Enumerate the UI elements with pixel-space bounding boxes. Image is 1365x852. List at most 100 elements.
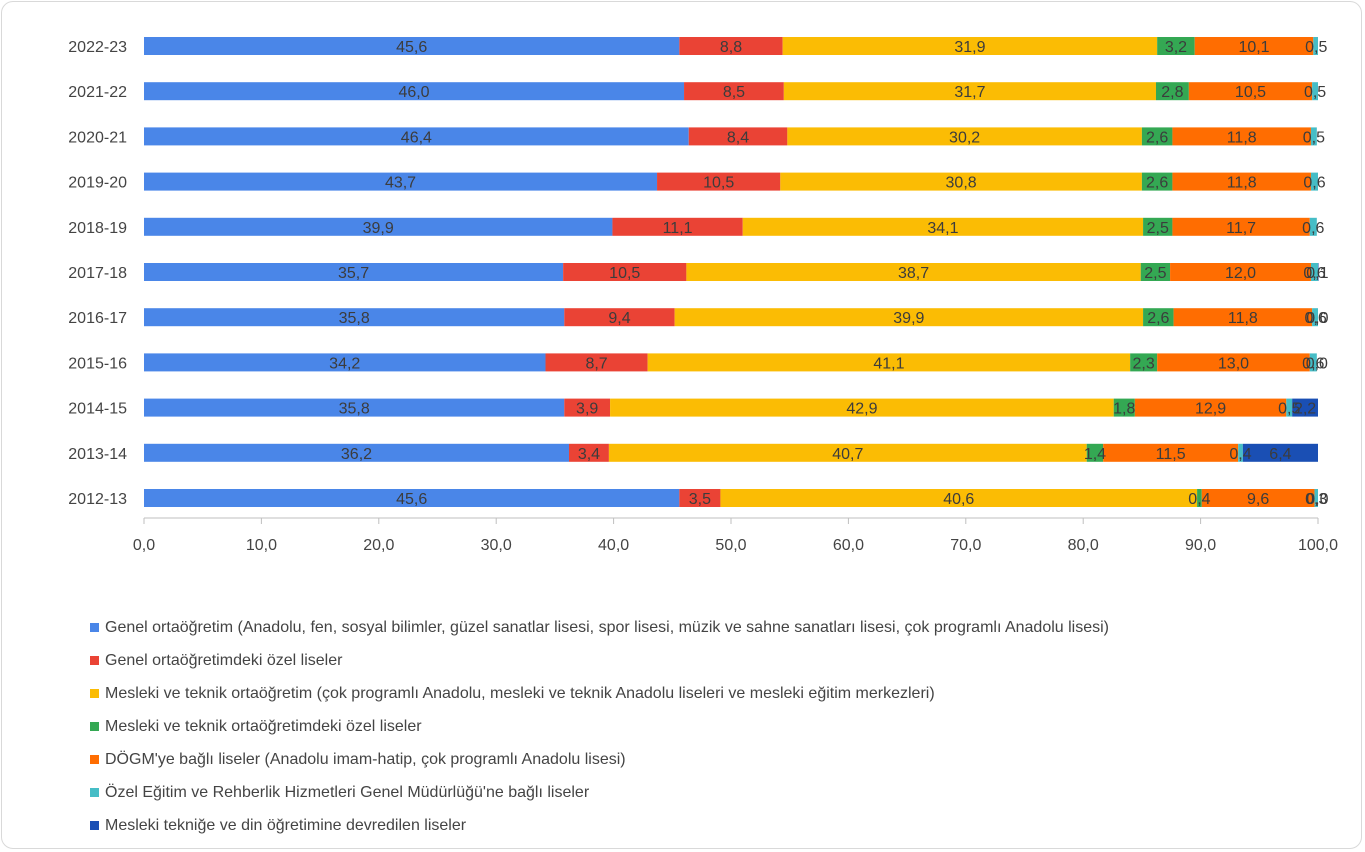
legend-item: Mesleki ve teknik ortaöğretim (çok progr…: [90, 677, 1340, 710]
bar-segment: [782, 37, 1158, 55]
data-label: 31,7: [954, 84, 985, 101]
data-label: 11,8: [1227, 175, 1257, 192]
data-label: 0,4: [1229, 446, 1251, 463]
bar-segment: [1103, 443, 1239, 462]
bar-segment: [545, 353, 648, 372]
data-label: 0,1: [1306, 265, 1328, 282]
bar-segment: [1242, 443, 1318, 462]
legend-label: Genel ortaöğretimdeki özel liseler: [105, 651, 343, 669]
category-label: 2016-17: [68, 310, 127, 327]
legend-swatch: [90, 623, 99, 632]
category-label: 2022-23: [68, 39, 127, 56]
data-label: 0,5: [1303, 129, 1325, 146]
data-label: 10,5: [703, 175, 734, 192]
bar-segment: [144, 489, 680, 507]
data-label: 1,8: [1113, 401, 1135, 418]
bar-segment: [1172, 217, 1310, 236]
bar-segment: [1310, 127, 1317, 146]
data-label: 0,0: [1306, 310, 1328, 327]
data-label: 9,6: [1247, 491, 1269, 508]
data-label: 11,8: [1228, 310, 1258, 327]
bar-segment: [1312, 82, 1318, 101]
data-label: 3,9: [576, 401, 598, 418]
data-label: 39,9: [363, 220, 394, 237]
bar-segment: [1310, 172, 1318, 191]
legend-swatch: [90, 722, 99, 731]
bar-segment: [783, 82, 1156, 101]
bar-segment: [1172, 172, 1311, 191]
bar-segment: [1141, 172, 1173, 191]
data-label: 2,6: [1147, 310, 1169, 327]
data-label: 3,2: [1165, 39, 1187, 56]
bar-segment: [1157, 353, 1310, 372]
data-label: 42,9: [846, 401, 877, 418]
bar-segment: [1130, 353, 1158, 372]
data-label: 11,1: [663, 220, 693, 237]
data-label: 0,4: [1188, 491, 1210, 508]
data-label: 0,6: [1303, 265, 1325, 282]
bar-segment: [144, 172, 658, 191]
bar-segment: [657, 172, 781, 191]
data-label: 12,9: [1195, 401, 1226, 418]
bar-segment: [679, 37, 783, 55]
data-label: 35,8: [339, 310, 370, 327]
data-label: 8,5: [723, 84, 745, 101]
bar-segment: [1197, 489, 1202, 507]
bar-segment: [144, 443, 569, 462]
bar-segment: [1113, 398, 1135, 417]
bar-segment: [1134, 398, 1287, 417]
data-label: 34,2: [329, 355, 360, 372]
bar-segment: [1157, 37, 1195, 55]
bar-segment: [1155, 82, 1189, 101]
bar-segment: [144, 82, 685, 101]
legend-label: Mesleki tekniğe ve din öğretimine devred…: [105, 816, 467, 834]
x-tick-label: 60,0: [833, 537, 864, 554]
bar-segment: [608, 443, 1087, 462]
bar-segment: [1318, 263, 1319, 281]
category-label: 2012-13: [68, 491, 127, 508]
x-tick-label: 20,0: [363, 537, 394, 554]
data-label: 9,4: [608, 310, 630, 327]
x-tick-label: 30,0: [481, 537, 512, 554]
data-label: 38,7: [898, 265, 929, 282]
data-label: 0,5: [1305, 39, 1327, 56]
x-tick-label: 100,0: [1298, 537, 1338, 554]
data-label: 11,7: [1226, 220, 1256, 237]
legend-label: Genel ortaöğretim (Anadolu, fen, sosyal …: [105, 618, 1110, 636]
bar-segment: [563, 263, 687, 281]
bar-segment: [684, 82, 784, 101]
category-label: 2014-15: [68, 401, 127, 418]
bar-segment: [1188, 82, 1313, 101]
bar-segment: [1310, 263, 1318, 281]
data-label: 8,4: [727, 129, 749, 146]
bar-segment: [144, 37, 680, 55]
category-label: 2013-14: [68, 446, 127, 463]
data-label: 34,1: [927, 220, 958, 237]
bar-segment: [1201, 489, 1315, 507]
x-tick-label: 70,0: [950, 537, 981, 554]
data-label: 40,6: [943, 491, 974, 508]
bar-segment: [1286, 398, 1293, 417]
data-label: 8,8: [720, 39, 742, 56]
legend-label: Mesleki ve teknik ortaöğretimdeki özel l…: [105, 717, 422, 735]
bar-segment: [612, 217, 743, 236]
category-label: 2018-19: [68, 220, 127, 237]
data-label: 0,3: [1305, 491, 1327, 508]
data-label: 10,5: [1235, 84, 1266, 101]
data-label: 2,6: [1146, 175, 1168, 192]
data-label: 3,5: [689, 491, 711, 508]
data-label: 30,8: [946, 175, 977, 192]
bar-segment: [780, 172, 1142, 191]
legend-label: DÖGM'ye bağlı liseler (Anadolu imam-hati…: [105, 750, 626, 768]
x-tick-label: 10,0: [246, 537, 277, 554]
data-label: 46,4: [401, 129, 432, 146]
data-label: 0,0: [1306, 355, 1328, 372]
category-label: 2015-16: [68, 355, 127, 372]
bar-segment: [144, 217, 613, 236]
category-label: 2017-18: [68, 265, 127, 282]
bar-segment: [1173, 308, 1313, 327]
data-label: 36,2: [341, 446, 372, 463]
legend-item: Mesleki tekniğe ve din öğretimine devred…: [90, 809, 1340, 842]
bar-segment: [1312, 308, 1318, 327]
bar-segment: [720, 489, 1198, 507]
